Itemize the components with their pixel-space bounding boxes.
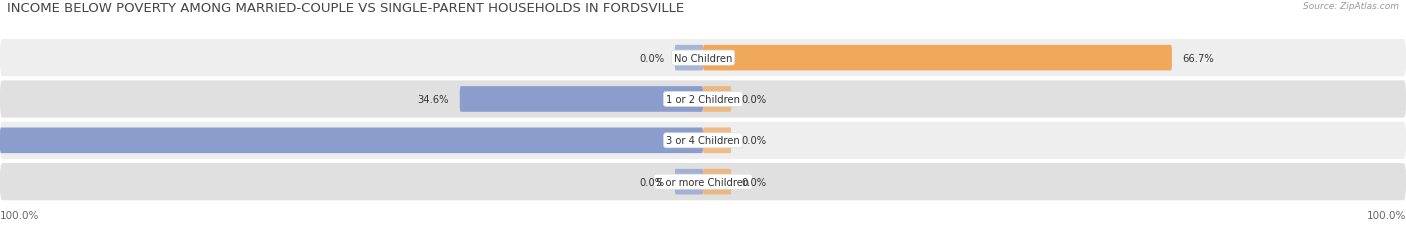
FancyBboxPatch shape — [703, 46, 1173, 71]
Text: 0.0%: 0.0% — [640, 53, 665, 63]
FancyBboxPatch shape — [703, 128, 731, 153]
Text: 1 or 2 Children: 1 or 2 Children — [666, 94, 740, 104]
Text: 0.0%: 0.0% — [640, 177, 665, 187]
Text: 0.0%: 0.0% — [742, 94, 766, 104]
Text: 3 or 4 Children: 3 or 4 Children — [666, 136, 740, 146]
FancyBboxPatch shape — [703, 87, 731, 112]
Text: 5 or more Children: 5 or more Children — [657, 177, 749, 187]
Text: No Children: No Children — [673, 53, 733, 63]
Text: 34.6%: 34.6% — [418, 94, 450, 104]
FancyBboxPatch shape — [675, 169, 703, 195]
Text: 66.7%: 66.7% — [1182, 53, 1215, 63]
FancyBboxPatch shape — [703, 169, 731, 195]
Text: INCOME BELOW POVERTY AMONG MARRIED-COUPLE VS SINGLE-PARENT HOUSEHOLDS IN FORDSVI: INCOME BELOW POVERTY AMONG MARRIED-COUPL… — [7, 2, 685, 15]
FancyBboxPatch shape — [0, 163, 1406, 201]
Text: 0.0%: 0.0% — [742, 136, 766, 146]
FancyBboxPatch shape — [0, 40, 1406, 77]
Text: 0.0%: 0.0% — [742, 177, 766, 187]
FancyBboxPatch shape — [675, 46, 703, 71]
Text: Source: ZipAtlas.com: Source: ZipAtlas.com — [1303, 2, 1399, 11]
FancyBboxPatch shape — [0, 128, 703, 153]
FancyBboxPatch shape — [0, 122, 1406, 159]
FancyBboxPatch shape — [0, 81, 1406, 118]
Text: 100.0%: 100.0% — [1367, 210, 1406, 220]
FancyBboxPatch shape — [460, 87, 703, 112]
Text: 100.0%: 100.0% — [0, 210, 39, 220]
